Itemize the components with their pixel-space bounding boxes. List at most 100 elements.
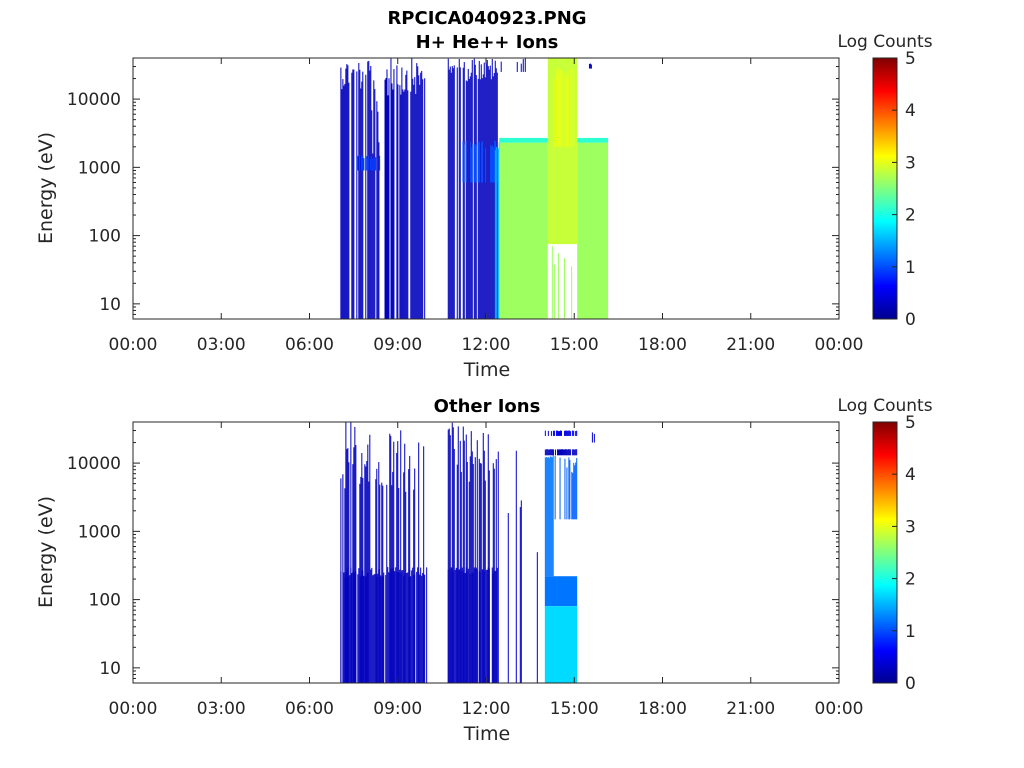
data-strip: [568, 76, 570, 147]
data-strip: [577, 142, 609, 319]
data-strip: [491, 58, 493, 319]
data-strip: [495, 570, 497, 683]
data-strip: [536, 552, 538, 683]
data-strip: [362, 155, 364, 171]
data-strip: [405, 74, 407, 319]
data-strip: [459, 440, 461, 683]
data-strip: [507, 513, 509, 683]
data-strip: [371, 567, 373, 683]
data-strip: [362, 71, 364, 319]
data-strip: [366, 572, 368, 683]
data-block: [499, 137, 548, 143]
x-tick-label: 00:00: [815, 699, 864, 719]
data-strip: [373, 574, 375, 683]
colorbar-tick-label: 4: [905, 465, 916, 485]
data-strip: [393, 441, 395, 683]
colorbar: [872, 421, 898, 684]
data-strip: [451, 567, 453, 683]
data-strip: [462, 570, 464, 683]
data-strip: [417, 567, 419, 683]
data-strip: [389, 433, 391, 683]
data-strip: [473, 58, 475, 319]
panel-title: H+ He++ Ions: [416, 32, 559, 53]
data-strip: [565, 430, 567, 436]
x-tick-label: 21:00: [726, 335, 775, 355]
data-strip: [557, 74, 559, 147]
data-strip: [483, 450, 485, 683]
data-strip: [460, 571, 462, 683]
data-strip: [487, 66, 489, 319]
data-strip: [550, 431, 552, 436]
data-strip: [483, 571, 485, 683]
data-strip: [465, 140, 467, 183]
data-strip: [464, 572, 466, 683]
data-strip: [390, 568, 392, 683]
data-strip: [468, 79, 470, 319]
data-strip: [463, 62, 465, 319]
data-strip: [544, 457, 546, 577]
data-strip: [568, 457, 570, 520]
data-strip: [560, 449, 562, 456]
data-block: [551, 245, 573, 319]
data-strip: [447, 569, 449, 683]
data-strip: [549, 449, 551, 456]
data-strip: [560, 69, 562, 147]
data-strip: [474, 64, 476, 320]
data-block: [497, 450, 538, 683]
data-strip: [415, 93, 417, 320]
data-strip: [470, 72, 472, 319]
colorbar: [872, 57, 898, 320]
data-block: [499, 142, 548, 319]
data-strip: [362, 570, 364, 683]
data-strip: [557, 253, 559, 319]
data-strip: [340, 67, 342, 319]
data-strip: [467, 68, 469, 319]
data-strip: [400, 573, 402, 683]
data-strip: [568, 449, 570, 456]
data-strip: [424, 78, 426, 319]
data-strip: [559, 457, 561, 520]
data-strip: [547, 456, 549, 577]
data-strip: [344, 83, 346, 319]
data-strip: [343, 572, 345, 683]
data-strip: [566, 72, 568, 147]
data-strip: [546, 449, 548, 456]
data-strip: [365, 466, 367, 683]
data-strip: [450, 72, 452, 319]
data-strip: [375, 157, 377, 171]
data-strip: [463, 440, 465, 683]
data-strip: [451, 422, 453, 683]
data-strip: [487, 567, 489, 683]
data-strip: [409, 455, 411, 683]
data-strip: [423, 446, 425, 683]
data-strip: [494, 571, 496, 683]
data-strip: [461, 567, 463, 683]
data-strip: [469, 573, 471, 683]
data-strip: [344, 577, 346, 683]
data-strip: [397, 441, 399, 683]
data-strip: [591, 432, 593, 443]
data-strip: [478, 141, 480, 183]
data-strip: [351, 72, 353, 319]
data-strip: [471, 573, 473, 683]
data-strip: [376, 101, 378, 320]
data-block: [544, 449, 578, 456]
data-strip: [469, 141, 471, 183]
data-strip: [391, 569, 393, 683]
data-strip: [396, 572, 398, 683]
panel-h-he-ions: H+ He++ Ions Log Counts Time Energy (eV)…: [35, 32, 933, 381]
data-strip: [520, 500, 522, 683]
data-strip: [410, 91, 412, 319]
data-strip: [406, 70, 408, 319]
data-block: [554, 455, 578, 520]
data-strip: [386, 69, 388, 319]
data-strip: [401, 570, 403, 683]
data-strip: [391, 83, 393, 320]
data-strip: [390, 58, 392, 319]
data-strip: [350, 567, 352, 683]
data-strip: [375, 574, 377, 683]
x-axis-label: Time: [463, 359, 511, 381]
data-strip: [492, 573, 494, 683]
data-strip: [370, 65, 372, 319]
colorbar-tick-label: 1: [905, 258, 916, 278]
